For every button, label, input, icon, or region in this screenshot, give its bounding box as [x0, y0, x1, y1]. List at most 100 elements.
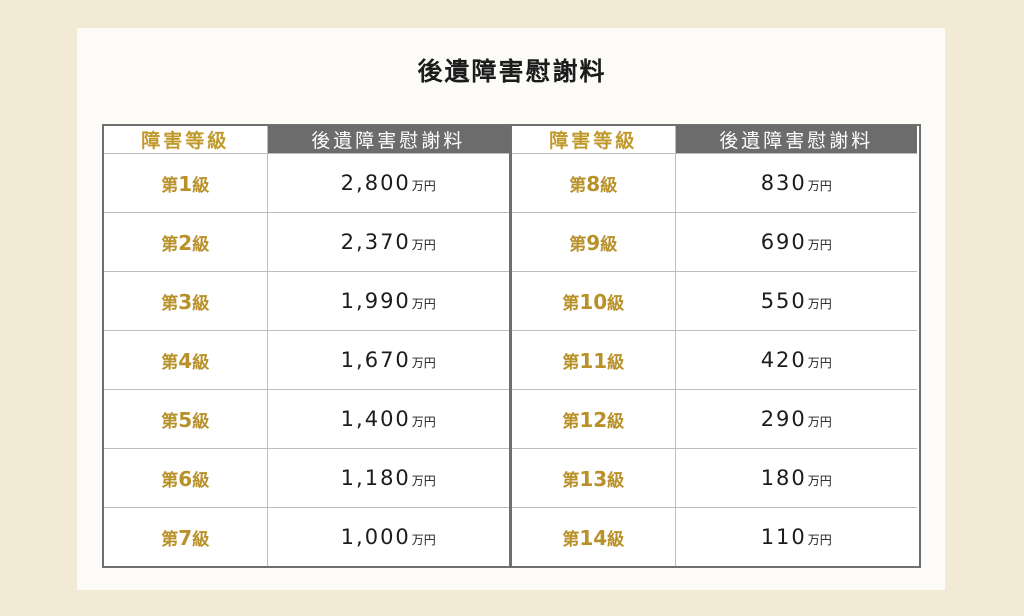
- grade-cell: 第9級: [512, 212, 676, 273]
- grade-prefix: 第: [562, 352, 580, 373]
- grade-suffix: 級: [607, 293, 625, 314]
- grade-prefix: 第: [161, 234, 179, 255]
- table-row: 第3級 1,990万円: [104, 271, 511, 332]
- grade-cell: 第8級: [512, 153, 676, 214]
- grade-number: 9: [586, 230, 601, 255]
- amount-unit: 万円: [807, 297, 832, 312]
- amount-unit: 万円: [807, 356, 832, 371]
- grade-cell: 第13級: [512, 448, 676, 509]
- grade-cell: 第7級: [104, 507, 268, 566]
- grade-cell: 第6級: [104, 448, 268, 509]
- grade-prefix: 第: [161, 470, 179, 491]
- amount-cell: 110万円: [675, 508, 917, 566]
- table-row: 第4級 1,670万円: [104, 330, 511, 391]
- amount-cell: 2,370万円: [267, 212, 511, 273]
- grade-prefix: 第: [569, 175, 587, 196]
- grade-prefix: 第: [161, 175, 179, 196]
- amount-cell: 830万円: [675, 153, 917, 214]
- table-left: 障害等級 後遺障害慰謝料 第1級 2,800万円 第2級 2,370万円 第3級 1,99…: [104, 126, 512, 566]
- grade-number: 14: [579, 525, 608, 550]
- amount-cell: 1,180万円: [267, 448, 511, 509]
- amount-value: 1,990: [340, 289, 411, 314]
- grade-cell: 第3級: [104, 271, 268, 332]
- amount-cell: 690万円: [675, 212, 917, 273]
- grade-number: 6: [178, 466, 193, 491]
- amount-unit: 万円: [411, 297, 436, 312]
- amount-cell: 1,990万円: [267, 271, 511, 332]
- grade-suffix: 級: [192, 411, 210, 432]
- grade-suffix: 級: [600, 234, 618, 255]
- grade-suffix: 級: [607, 470, 625, 491]
- grade-number: 5: [178, 407, 193, 432]
- grade-cell: 第12級: [512, 389, 676, 450]
- amount-value: 2,800: [340, 171, 411, 196]
- amount-cell: 550万円: [675, 271, 917, 332]
- header-amount: 後遺障害慰謝料: [675, 126, 917, 154]
- grade-number: 4: [178, 348, 193, 373]
- amount-unit: 万円: [807, 533, 832, 548]
- amount-unit: 万円: [807, 179, 832, 194]
- grade-number: 11: [579, 348, 608, 373]
- amount-value: 110: [760, 525, 807, 550]
- page-title: 後遺障害慰謝料: [417, 57, 607, 86]
- grade-number: 7: [178, 525, 193, 550]
- grade-prefix: 第: [562, 293, 580, 314]
- table-row: 第10級 550万円: [512, 271, 917, 332]
- grade-prefix: 第: [161, 529, 179, 550]
- amount-cell: 290万円: [675, 389, 917, 450]
- amount-unit: 万円: [807, 415, 832, 430]
- amount-value: 1,670: [340, 348, 411, 373]
- grade-number: 10: [579, 289, 608, 314]
- grade-prefix: 第: [569, 234, 587, 255]
- table-row: 第2級 2,370万円: [104, 212, 511, 273]
- grade-suffix: 級: [192, 352, 210, 373]
- grade-number: 1: [178, 171, 193, 196]
- amount-cell: 1,400万円: [267, 389, 511, 450]
- amount-value: 830: [760, 171, 807, 196]
- grade-suffix: 級: [192, 529, 210, 550]
- amount-value: 690: [760, 230, 807, 255]
- amount-value: 420: [760, 348, 807, 373]
- amount-unit: 万円: [411, 238, 436, 253]
- grade-suffix: 級: [607, 411, 625, 432]
- grade-prefix: 第: [562, 411, 580, 432]
- grade-number: 2: [178, 230, 193, 255]
- amount-unit: 万円: [807, 474, 832, 489]
- grade-suffix: 級: [192, 470, 210, 491]
- table-row: 第9級 690万円: [512, 212, 917, 273]
- grade-suffix: 級: [607, 529, 625, 550]
- grade-suffix: 級: [192, 293, 210, 314]
- table-row: 第13級 180万円: [512, 448, 917, 509]
- amount-value: 1,400: [340, 407, 411, 432]
- grade-cell: 第11級: [512, 330, 676, 391]
- table-row: 第11級 420万円: [512, 330, 917, 391]
- header-grade: 障害等級: [104, 126, 268, 154]
- grade-number: 12: [579, 407, 608, 432]
- amount-unit: 万円: [411, 533, 436, 548]
- grade-number: 8: [586, 171, 601, 196]
- amount-cell: 180万円: [675, 448, 917, 509]
- table-row: 第12級 290万円: [512, 389, 917, 450]
- header-row: 障害等級 後遺障害慰謝料: [512, 126, 917, 154]
- header-amount: 後遺障害慰謝料: [267, 126, 511, 154]
- amount-value: 1,000: [340, 525, 411, 550]
- table-row: 第14級 110万円: [512, 507, 917, 566]
- grade-cell: 第1級: [104, 153, 268, 214]
- grade-suffix: 級: [192, 234, 210, 255]
- grade-suffix: 級: [607, 352, 625, 373]
- table-row: 第8級 830万円: [512, 153, 917, 214]
- amount-unit: 万円: [411, 474, 436, 489]
- amount-value: 180: [760, 466, 807, 491]
- amount-unit: 万円: [807, 238, 832, 253]
- amount-cell: 1,000万円: [267, 508, 511, 566]
- grade-number: 3: [178, 289, 193, 314]
- amount-cell: 1,670万円: [267, 330, 511, 391]
- grade-prefix: 第: [161, 411, 179, 432]
- amount-value: 290: [760, 407, 807, 432]
- table-row: 第7級 1,000万円: [104, 507, 511, 566]
- grade-suffix: 級: [192, 175, 210, 196]
- amount-cell: 2,800万円: [267, 153, 511, 214]
- amount-unit: 万円: [411, 415, 436, 430]
- amount-cell: 420万円: [675, 330, 917, 391]
- grade-prefix: 第: [562, 470, 580, 491]
